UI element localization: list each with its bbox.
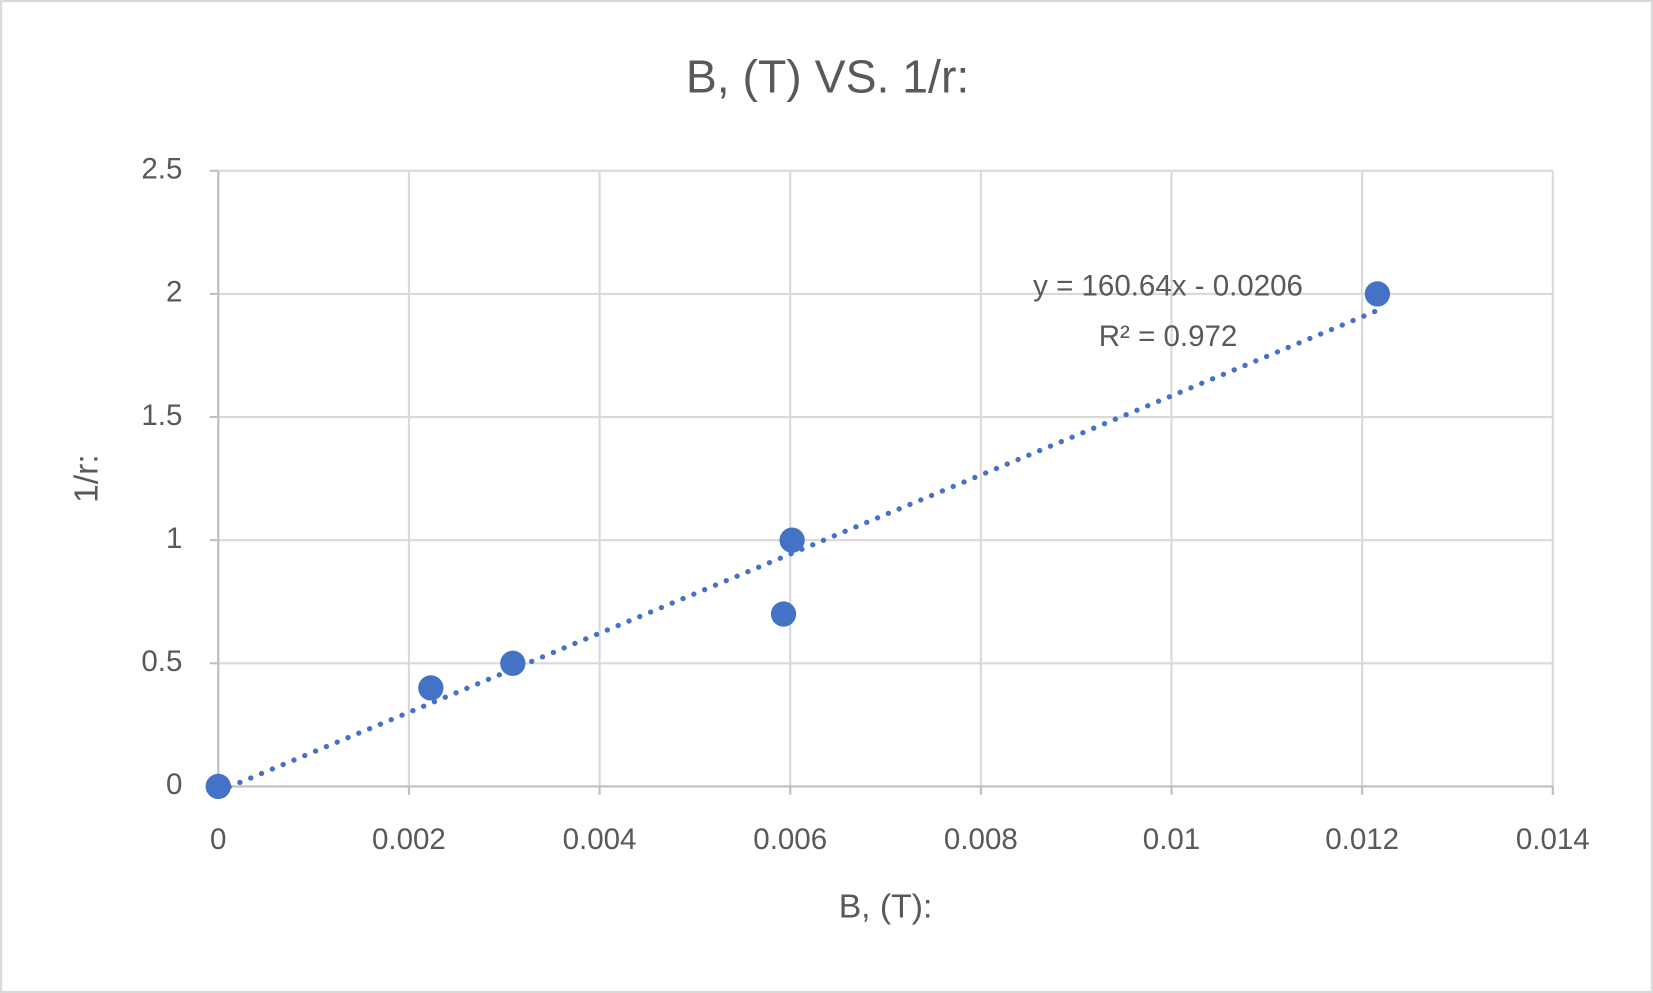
trendline-equation: y = 160.64x - 0.0206	[1033, 270, 1303, 303]
data-point	[418, 675, 444, 701]
y-axis-title: 1/r:	[68, 454, 106, 503]
x-tick-label: 0	[210, 823, 226, 856]
data-point	[779, 527, 805, 553]
x-tick-label: 0.004	[563, 823, 637, 856]
y-tick-label: 2	[166, 276, 182, 309]
x-tick-label: 0.012	[1325, 823, 1399, 856]
trendline-r2: R² = 0.972	[1099, 320, 1238, 353]
y-tick-label: 1	[166, 522, 182, 555]
y-tick-label: 2.5	[141, 153, 182, 186]
y-tick-label: 1.5	[141, 399, 182, 432]
data-point	[500, 650, 526, 676]
x-tick-label: 0.006	[753, 823, 827, 856]
data-point	[1364, 281, 1391, 307]
y-tick-label: 0.5	[141, 645, 182, 678]
y-tick-label: 0	[166, 768, 182, 801]
x-tick-label: 0.014	[1516, 823, 1590, 856]
x-axis-title: B, (T):	[839, 888, 933, 926]
trendline	[215, 307, 1381, 795]
x-tick-label: 0.002	[372, 823, 446, 856]
x-tick-label: 0.008	[944, 823, 1018, 856]
data-point	[205, 773, 231, 800]
data-point	[770, 601, 797, 627]
x-tick-label: 0.01	[1143, 823, 1200, 856]
chart-title: B, (T) VS. 1/r:	[686, 50, 969, 102]
